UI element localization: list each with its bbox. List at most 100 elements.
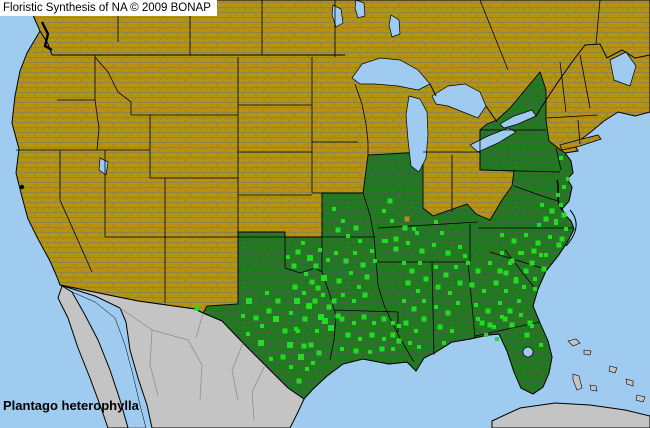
county-present-marker (524, 233, 528, 237)
county-present-marker (530, 324, 534, 328)
county-present-marker (311, 361, 315, 365)
county-present-marker (498, 301, 502, 305)
county-present-marker (326, 304, 332, 310)
county-present-marker (253, 315, 259, 321)
county-present-marker (434, 220, 438, 224)
county-present-marker (437, 324, 443, 330)
county-present-marker (454, 265, 458, 269)
bahamas-islands (567, 338, 646, 403)
county-present-marker (390, 219, 394, 223)
county-present-marker (403, 320, 409, 326)
county-present-marker (361, 314, 367, 320)
county-present-marker (396, 338, 402, 344)
county-present-marker (345, 332, 351, 338)
county-present-marker (411, 306, 417, 312)
county-present-marker (482, 289, 486, 293)
county-present-marker (352, 299, 356, 303)
county-present-marker (533, 277, 537, 281)
county-present-marker (518, 251, 522, 255)
county-present-marker (445, 310, 451, 316)
county-present-marker (302, 316, 308, 322)
county-present-marker (511, 238, 517, 244)
county-present-marker (326, 258, 330, 262)
county-present-marker (418, 261, 422, 265)
county-present-marker (556, 193, 560, 197)
county-present-marker (373, 259, 377, 263)
state-and-province-borders (16, 0, 650, 363)
county-present-marker (493, 280, 499, 286)
county-present-marker (349, 271, 353, 275)
county-present-marker (540, 203, 544, 207)
county-present-marker (509, 258, 515, 264)
county-present-marker (463, 254, 467, 258)
county-present-marker (334, 251, 338, 255)
county-present-marker (331, 298, 337, 304)
map-title: Floristic Synthesis of NA © 2009 BONAP (0, 0, 217, 16)
county-present-marker (343, 258, 349, 264)
county-present-marker (432, 243, 436, 247)
county-present-marker (312, 298, 318, 304)
county-present-marker (414, 329, 418, 333)
county-present-marker (335, 313, 341, 319)
county-present-marker (391, 321, 395, 325)
county-present-marker (362, 292, 368, 298)
county-present-marker (434, 265, 438, 269)
baja-california (57, 285, 129, 428)
county-present-marker (246, 298, 252, 304)
county-present-marker (336, 278, 342, 284)
county-present-marker (443, 272, 449, 278)
long-island (559, 134, 602, 151)
county-present-marker (500, 315, 504, 319)
county-present-marker (339, 316, 345, 322)
county-present-marker (358, 239, 362, 243)
county-present-marker (564, 227, 568, 231)
county-present-marker (379, 346, 385, 352)
county-present-marker (322, 318, 328, 324)
western-state-borders (16, 54, 599, 303)
county-present-marker (415, 231, 419, 235)
county-present-marker (286, 255, 290, 259)
county-present-marker (332, 207, 336, 211)
county-present-marker (562, 185, 566, 189)
county-present-marker (382, 239, 386, 243)
county-present-marker (519, 313, 523, 317)
cuba-landmass (491, 402, 650, 428)
san-francisco-bay (19, 184, 25, 190)
county-present-marker (559, 156, 563, 160)
county-present-marker (556, 242, 562, 248)
county-present-marker (316, 350, 322, 356)
county-present-marker (466, 261, 470, 265)
county-present-marker (523, 268, 529, 274)
species-name: Plantago heterophylla (3, 398, 139, 413)
gulf-of-maine (609, 51, 637, 87)
county-present-marker (559, 203, 563, 207)
county-present-marker (419, 248, 425, 254)
county-present-marker (269, 357, 273, 361)
county-present-marker (539, 343, 543, 347)
county-present-marker (475, 268, 481, 274)
county-present-marker (318, 248, 322, 252)
county-present-marker (402, 261, 406, 265)
county-present-marker (529, 260, 535, 266)
county-present-marker (488, 261, 492, 265)
county-present-marker (544, 253, 548, 257)
county-present-marker (315, 285, 321, 291)
county-present-marker (294, 327, 298, 331)
county-present-marker (246, 332, 250, 336)
county-present-marker (341, 293, 345, 297)
county-present-marker (456, 301, 460, 305)
canadian-province-borders (117, 0, 601, 71)
county-present-marker (309, 279, 315, 285)
county-present-marker (500, 251, 504, 255)
county-present-marker (298, 354, 304, 360)
county-present-marker (335, 227, 341, 233)
county-present-marker (390, 332, 396, 338)
county-present-marker (485, 308, 491, 314)
county-present-marker (434, 305, 438, 309)
county-present-marker (308, 342, 314, 348)
county-present-marker (435, 284, 441, 290)
mexico-state-borders (119, 307, 266, 421)
county-present-marker (450, 329, 454, 333)
